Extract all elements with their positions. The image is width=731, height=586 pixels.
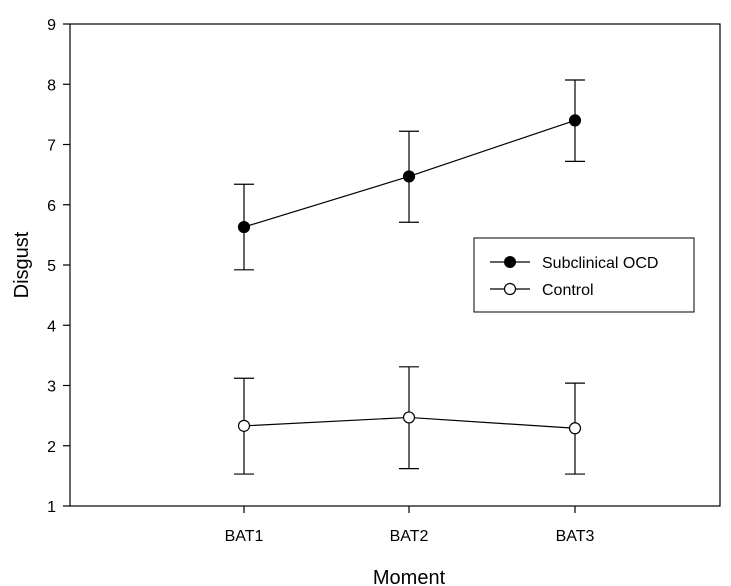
- y-tick-label: 5: [47, 258, 56, 275]
- y-tick-label: 4: [47, 318, 56, 335]
- legend-label-subclinical: Subclinical OCD: [542, 255, 658, 272]
- y-tick-label: 2: [47, 439, 56, 456]
- data-point-subclinical: [404, 171, 415, 182]
- legend-box: [474, 238, 694, 312]
- x-tick-label: BAT1: [225, 528, 264, 545]
- data-point-subclinical: [239, 222, 250, 233]
- data-point-subclinical: [570, 115, 581, 126]
- x-tick-label: BAT3: [556, 528, 595, 545]
- x-tick-label: BAT2: [390, 528, 429, 545]
- y-tick-label: 3: [47, 379, 56, 396]
- data-point-control: [570, 423, 581, 434]
- legend-label-control: Control: [542, 282, 594, 299]
- legend-marker-subclinical: [505, 257, 516, 268]
- y-tick-label: 6: [47, 198, 56, 215]
- y-axis-title: Disgust: [11, 231, 33, 298]
- legend: Subclinical OCD Control: [474, 238, 694, 312]
- x-axis: BAT1 BAT2 BAT3: [225, 506, 595, 545]
- legend-marker-control: [505, 284, 516, 295]
- y-tick-label: 9: [47, 17, 56, 34]
- x-axis-title: Moment: [373, 567, 446, 586]
- y-axis: 1 2 3 4 5 6 7 8 9: [47, 17, 70, 516]
- y-tick-label: 8: [47, 77, 56, 94]
- y-tick-label: 1: [47, 499, 56, 516]
- y-tick-label: 7: [47, 138, 56, 155]
- data-point-control: [239, 420, 250, 431]
- data-point-control: [404, 412, 415, 423]
